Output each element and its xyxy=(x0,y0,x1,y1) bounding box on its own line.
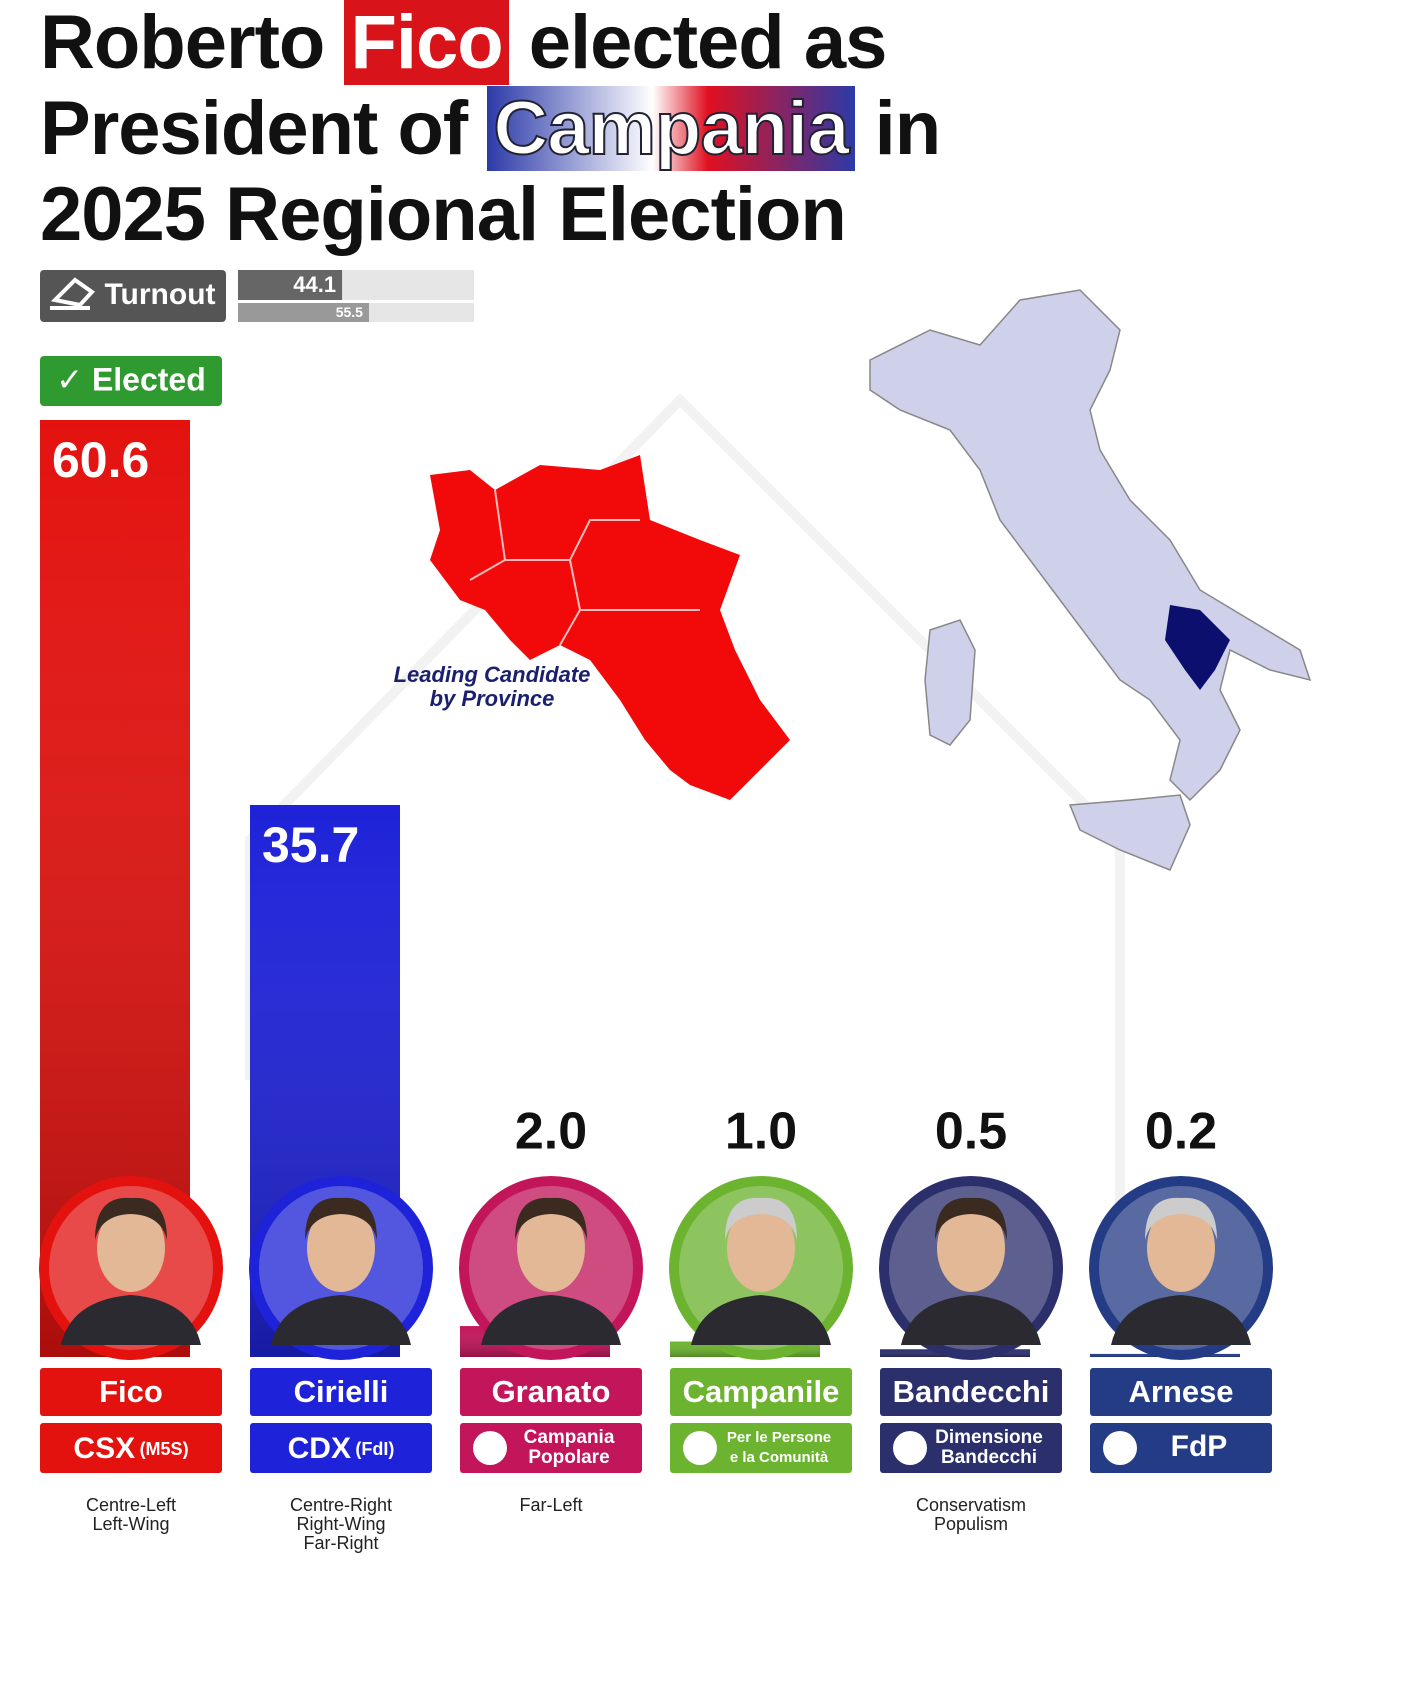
ideology-label: Centre-Right xyxy=(290,1495,392,1515)
party-part: CDX xyxy=(288,1432,351,1465)
portrait-hair xyxy=(935,1197,1007,1240)
portrait-hair xyxy=(725,1197,797,1240)
ballot-icon xyxy=(50,277,96,310)
turnout-bar xyxy=(238,303,369,322)
candidate-name: Campanile xyxy=(683,1374,840,1409)
portrait-face xyxy=(937,1204,1005,1292)
elected-label: ✓ Elected xyxy=(56,361,206,397)
name-card xyxy=(1090,1368,1272,1416)
turnout-value: 44.1 xyxy=(293,272,336,297)
party-label: e la Comunità xyxy=(730,1449,829,1466)
party-card xyxy=(670,1423,852,1473)
portrait-face xyxy=(517,1204,585,1292)
name-card xyxy=(670,1368,852,1416)
party-label: Bandecchi xyxy=(941,1447,1037,1468)
portrait-face xyxy=(307,1204,375,1292)
turnout-value: 55.5 xyxy=(336,304,363,320)
party-label: CSX (M5S) xyxy=(73,1432,188,1465)
party-card xyxy=(40,1423,222,1473)
name-card xyxy=(250,1368,432,1416)
portrait-body xyxy=(901,1295,1041,1345)
chart-title: Roberto Fico elected as President of Cam… xyxy=(40,0,941,257)
portrait-body xyxy=(271,1295,411,1345)
party-label: CDX (FdI) xyxy=(288,1432,395,1465)
party-label: Per le Persone xyxy=(727,1429,831,1446)
candidate-name: Arnese xyxy=(1128,1374,1233,1409)
elected-badge xyxy=(40,356,222,406)
candidate-name: Bandecchi xyxy=(893,1374,1050,1409)
ideology-label: Far-Right xyxy=(303,1533,378,1553)
portrait-hair xyxy=(95,1197,167,1240)
portrait-body xyxy=(1111,1295,1251,1345)
party-card xyxy=(460,1423,642,1473)
ideology-label: Populism xyxy=(934,1514,1008,1534)
portrait-hair xyxy=(515,1197,587,1240)
ideology-label: Far-Left xyxy=(519,1495,582,1515)
portrait-hair xyxy=(1145,1197,1217,1240)
party-logo xyxy=(473,1431,507,1465)
party-label: Popolare xyxy=(528,1447,609,1468)
party-logo xyxy=(1103,1431,1137,1465)
portrait-face xyxy=(1147,1204,1215,1292)
party-label: Dimensione xyxy=(935,1427,1043,1448)
portrait-face xyxy=(97,1204,165,1292)
party-part: (FdI) xyxy=(355,1439,394,1459)
candidate-name: Cirielli xyxy=(294,1374,389,1409)
value-label: 0.5 xyxy=(935,1103,1007,1161)
portrait-body xyxy=(481,1295,621,1345)
sardinia xyxy=(924,619,976,746)
ideology-label: Conservatism xyxy=(916,1495,1026,1515)
party-logo xyxy=(683,1431,717,1465)
party-part: (M5S) xyxy=(140,1439,189,1459)
campania-highlight xyxy=(1165,605,1230,690)
province-borders xyxy=(469,489,700,646)
name-card xyxy=(460,1368,642,1416)
campania-map xyxy=(430,455,790,800)
party-label: FdP xyxy=(1171,1430,1228,1463)
value-label: 60.6 xyxy=(52,432,149,488)
map-annotation: by Province xyxy=(430,686,555,711)
name-card xyxy=(880,1368,1062,1416)
value-label: 1.0 xyxy=(725,1103,797,1161)
portrait-hair xyxy=(305,1197,377,1240)
portrait-body xyxy=(61,1295,201,1345)
party-card xyxy=(250,1423,432,1473)
value-label: 35.7 xyxy=(262,817,359,873)
party-label: Campania xyxy=(524,1427,615,1448)
party-card xyxy=(880,1423,1062,1473)
map-annotation: Leading Candidate xyxy=(394,662,591,687)
ideology-label: Right-Wing xyxy=(296,1514,385,1534)
portrait-face xyxy=(727,1204,795,1292)
value-label: 0.2 xyxy=(1145,1103,1217,1161)
ideology-label: Centre-Left xyxy=(86,1495,176,1515)
party-logo xyxy=(893,1431,927,1465)
turnout-label: Turnout xyxy=(104,278,215,311)
candidate-name: Fico xyxy=(99,1374,163,1409)
ideology-label: Left-Wing xyxy=(92,1514,169,1534)
sicily xyxy=(1068,794,1191,871)
name-card xyxy=(40,1368,222,1416)
value-label: 2.0 xyxy=(515,1103,587,1161)
candidate-name: Granato xyxy=(492,1374,611,1409)
turnout-bar xyxy=(238,270,343,300)
portrait-body xyxy=(691,1295,831,1345)
party-card xyxy=(1090,1423,1272,1473)
party-part: CSX xyxy=(73,1432,135,1465)
